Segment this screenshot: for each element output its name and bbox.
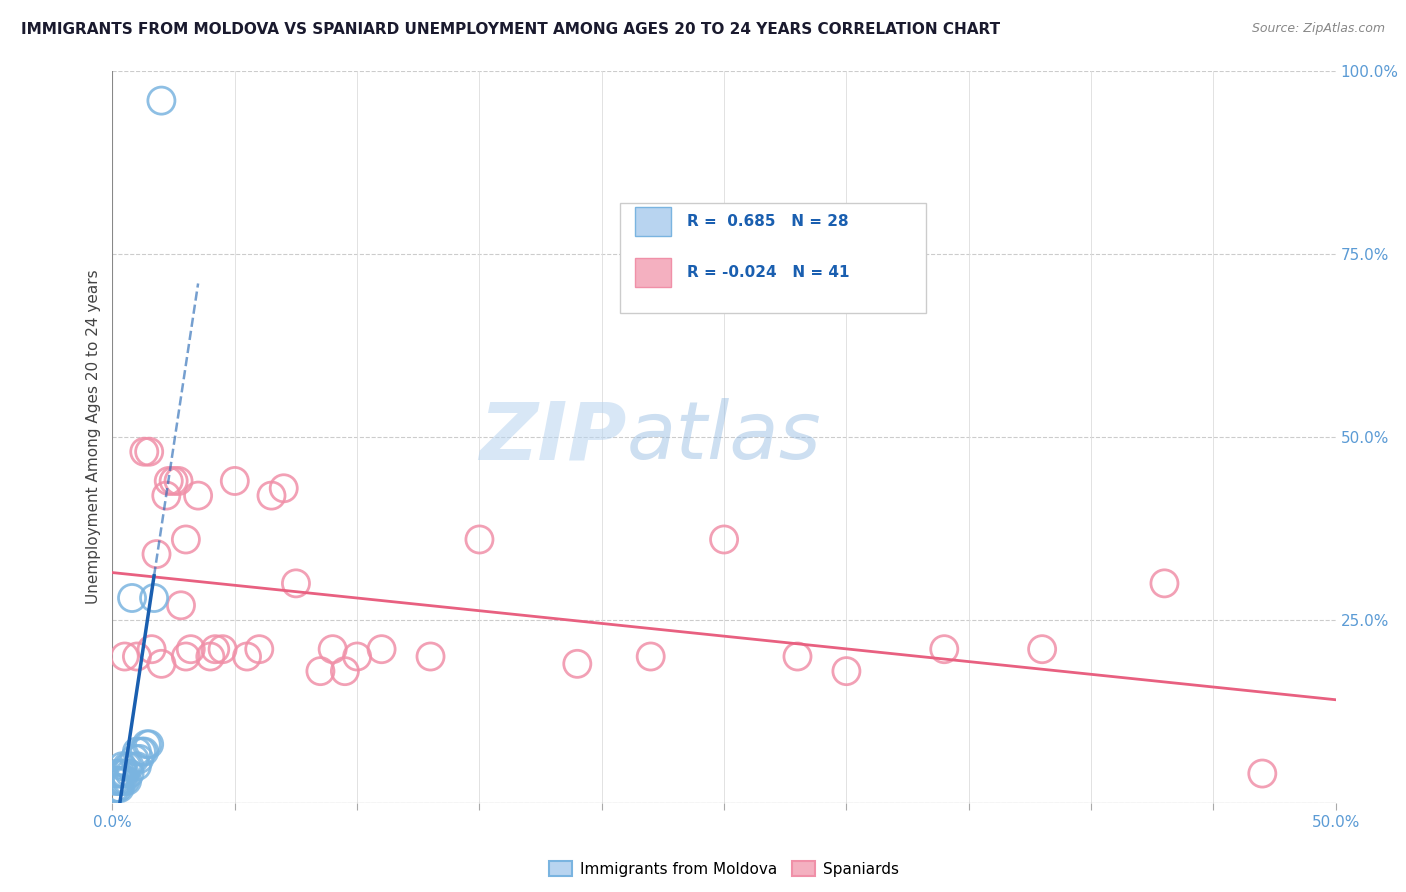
Point — [108, 781, 131, 796]
Point — [419, 649, 441, 664]
Point — [713, 533, 735, 547]
Point — [138, 444, 160, 458]
Point — [163, 474, 186, 488]
Point — [121, 591, 143, 605]
Bar — [620, 203, 927, 313]
Point — [187, 489, 209, 503]
Point — [346, 649, 368, 664]
Point — [1031, 642, 1053, 657]
Point — [200, 649, 222, 664]
Point — [468, 533, 491, 547]
Point — [134, 745, 156, 759]
Point — [114, 773, 136, 788]
Point — [224, 474, 246, 488]
Point — [309, 664, 332, 678]
Point — [150, 657, 173, 671]
Point — [174, 533, 197, 547]
Point — [108, 766, 131, 780]
Point — [786, 649, 808, 664]
Point — [118, 759, 141, 773]
Text: R = -0.024   N = 41: R = -0.024 N = 41 — [688, 265, 849, 280]
Point — [174, 649, 197, 664]
Text: ZIP: ZIP — [479, 398, 626, 476]
Point — [1251, 766, 1274, 780]
Point — [247, 642, 270, 657]
Point — [322, 642, 344, 657]
Point — [145, 547, 167, 561]
Point — [111, 759, 134, 773]
Point — [105, 781, 128, 796]
Point — [180, 642, 202, 657]
Point — [170, 599, 193, 613]
Point — [105, 773, 128, 788]
Point — [141, 642, 163, 657]
Point — [934, 642, 956, 657]
Point — [211, 642, 233, 657]
Point — [114, 766, 136, 780]
Point — [138, 737, 160, 751]
Point — [115, 759, 138, 773]
Point — [131, 745, 153, 759]
Text: Source: ZipAtlas.com: Source: ZipAtlas.com — [1251, 22, 1385, 36]
Point — [260, 489, 283, 503]
Point — [1153, 576, 1175, 591]
Text: IMMIGRANTS FROM MOLDOVA VS SPANIARD UNEMPLOYMENT AMONG AGES 20 TO 24 YEARS CORRE: IMMIGRANTS FROM MOLDOVA VS SPANIARD UNEM… — [21, 22, 1000, 37]
Point — [125, 649, 148, 664]
Bar — [634, 258, 672, 287]
Point — [167, 474, 190, 488]
Point — [134, 444, 156, 458]
Point — [567, 657, 589, 671]
Point — [370, 642, 392, 657]
Point — [111, 766, 134, 780]
Point — [104, 773, 127, 788]
Y-axis label: Unemployment Among Ages 20 to 24 years: Unemployment Among Ages 20 to 24 years — [86, 269, 101, 605]
Point — [150, 94, 173, 108]
Bar — [634, 207, 672, 236]
Point — [157, 474, 180, 488]
Point — [111, 773, 134, 788]
Point — [284, 576, 308, 591]
Point — [135, 737, 157, 751]
Point — [115, 773, 138, 788]
Point — [333, 664, 356, 678]
Point — [104, 781, 127, 796]
Point — [125, 745, 148, 759]
Point — [236, 649, 259, 664]
Point — [835, 664, 858, 678]
Text: R =  0.685   N = 28: R = 0.685 N = 28 — [688, 214, 849, 229]
Point — [128, 752, 150, 766]
Point — [155, 489, 177, 503]
Point — [124, 752, 146, 766]
Text: atlas: atlas — [626, 398, 821, 476]
Point — [108, 773, 131, 788]
Point — [273, 481, 295, 495]
Point — [125, 759, 148, 773]
Point — [143, 591, 166, 605]
Legend: Immigrants from Moldova, Spaniards: Immigrants from Moldova, Spaniards — [543, 855, 905, 883]
Point — [114, 649, 136, 664]
Point — [105, 766, 128, 780]
Point — [204, 642, 226, 657]
Point — [640, 649, 662, 664]
Point — [118, 766, 141, 780]
